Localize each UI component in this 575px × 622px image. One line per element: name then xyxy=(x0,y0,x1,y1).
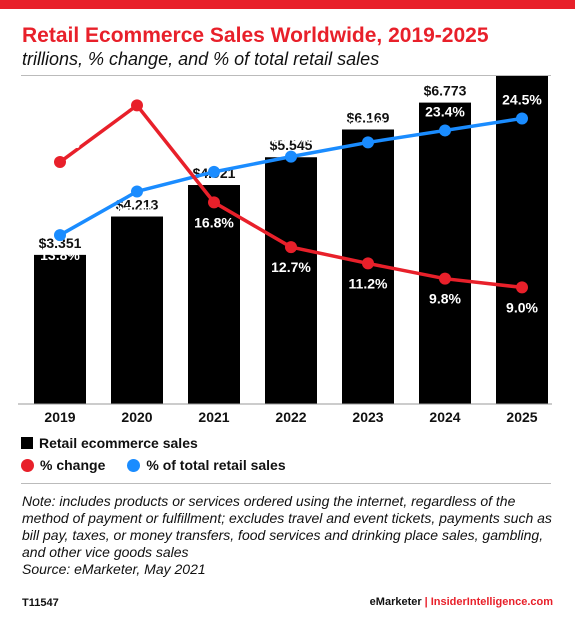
bar-2022 xyxy=(265,157,317,404)
x-tick-label: 2024 xyxy=(429,409,460,425)
note-text: Note: includes products or services orde… xyxy=(22,493,552,560)
share-value-label: 19.6% xyxy=(194,145,234,161)
x-tick-label: 2023 xyxy=(352,409,383,425)
change-value-label: 16.8% xyxy=(194,214,234,230)
share-point xyxy=(54,229,66,242)
footer-brand: eMarketer | InsiderIntelligence.com xyxy=(370,596,553,608)
x-tick-label: 2021 xyxy=(198,409,229,425)
legend: Retail ecommerce sales % change % of tot… xyxy=(21,432,308,476)
bar-2021 xyxy=(188,185,240,404)
bar-value-label: $4.213 xyxy=(116,197,159,213)
share-value-label: 13.8% xyxy=(40,247,80,263)
brand-insider-link[interactable]: InsiderIntelligence.com xyxy=(430,596,553,608)
share-point xyxy=(285,150,297,163)
brand-emarketer: eMarketer xyxy=(369,596,422,608)
share-value-label: 17.8% xyxy=(117,203,157,219)
note-source: Source: eMarketer, May 2021 xyxy=(22,561,206,577)
bar-value-label: $5.545 xyxy=(270,137,313,153)
x-tick-label: 2019 xyxy=(44,409,75,425)
share-value-label: 22.3% xyxy=(348,115,388,131)
legend-label-sales: Retail ecommerce sales xyxy=(39,435,198,451)
x-tick-label: 2025 xyxy=(506,409,537,425)
chart-subtitle: trillions, % change, and % of total reta… xyxy=(22,49,380,69)
share-point xyxy=(439,124,451,137)
x-tick-label: 2022 xyxy=(275,409,306,425)
bar-2025 xyxy=(496,76,548,405)
legend-row-2: % change % of total retail sales xyxy=(21,454,308,476)
bar-2020 xyxy=(111,216,163,404)
share-value-label: 21.0% xyxy=(271,130,311,146)
change-value-label: 9.0% xyxy=(506,299,538,315)
legend-label-change: % change xyxy=(40,457,106,473)
change-value-label: 11.2% xyxy=(349,275,388,291)
share-value-label: 24.5% xyxy=(502,91,542,107)
legend-item-change: % change xyxy=(21,457,105,473)
bar-2024 xyxy=(419,102,471,404)
brand-separator: | xyxy=(424,596,428,608)
share-value-label: 23.4% xyxy=(425,103,465,119)
change-value-label: 9.8% xyxy=(429,291,461,307)
change-value-label: 20.5% xyxy=(40,135,80,151)
change-value-label: 12.7% xyxy=(271,259,311,275)
bar-2019 xyxy=(34,254,86,404)
legend-item-share: % of total retail sales xyxy=(127,457,286,473)
legend-swatch-square xyxy=(21,437,33,449)
change-point xyxy=(285,241,297,254)
share-point xyxy=(208,165,220,178)
change-point xyxy=(516,281,528,294)
change-point xyxy=(54,156,66,169)
top-accent-bar xyxy=(0,0,575,9)
share-point xyxy=(516,112,528,125)
x-tick-label: 2020 xyxy=(121,409,152,425)
bar-value-label: $6.773 xyxy=(424,83,467,99)
share-point xyxy=(362,136,374,149)
legend-swatch-dot xyxy=(21,458,34,472)
legend-label-share: % of total retail sales xyxy=(146,457,286,473)
change-point xyxy=(208,196,220,209)
divider xyxy=(21,75,551,76)
legend-item-bar: Retail ecommerce sales xyxy=(21,435,198,451)
divider xyxy=(21,483,551,484)
chart-title: Retail Ecommerce Sales Worldwide, 2019-2… xyxy=(22,24,489,47)
legend-swatch-dot xyxy=(127,458,141,472)
bar-value-label: $3.351 xyxy=(39,235,82,251)
chart-id: T11547 xyxy=(22,597,59,609)
change-point xyxy=(131,99,143,112)
change-point xyxy=(439,272,451,285)
change-point xyxy=(362,257,374,270)
chart-svg: $3.351$4.213$4.921$5.545$6.169$6.773$7.3… xyxy=(18,76,552,425)
share-point xyxy=(131,185,143,198)
chart-note: Note: includes products or services orde… xyxy=(22,493,552,578)
change-value-label: 25.7% xyxy=(117,78,157,94)
bar-value-label: $6.169 xyxy=(347,109,390,125)
legend-row-1: Retail ecommerce sales xyxy=(21,432,308,454)
